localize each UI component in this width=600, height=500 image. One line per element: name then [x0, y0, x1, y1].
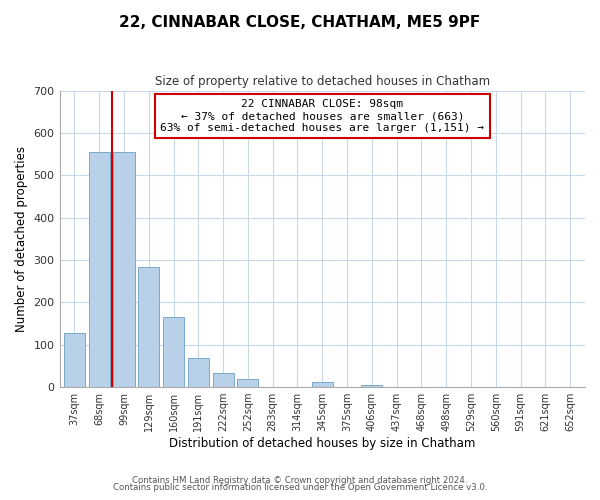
Title: Size of property relative to detached houses in Chatham: Size of property relative to detached ho…: [155, 75, 490, 88]
Bar: [64, 333, 85, 387]
Bar: [238, 379, 259, 387]
Text: 22, CINNABAR CLOSE, CHATHAM, ME5 9PF: 22, CINNABAR CLOSE, CHATHAM, ME5 9PF: [119, 15, 481, 30]
Text: Contains public sector information licensed under the Open Government Licence v3: Contains public sector information licen…: [113, 484, 487, 492]
Bar: [113, 152, 134, 387]
Bar: [361, 385, 382, 387]
Bar: [163, 317, 184, 387]
Bar: [212, 373, 233, 387]
Bar: [138, 267, 160, 387]
Bar: [89, 152, 110, 387]
Text: 22 CINNABAR CLOSE: 98sqm
← 37% of detached houses are smaller (663)
63% of semi-: 22 CINNABAR CLOSE: 98sqm ← 37% of detach…: [160, 100, 484, 132]
X-axis label: Distribution of detached houses by size in Chatham: Distribution of detached houses by size …: [169, 437, 475, 450]
Text: Contains HM Land Registry data © Crown copyright and database right 2024.: Contains HM Land Registry data © Crown c…: [132, 476, 468, 485]
Bar: [188, 358, 209, 387]
Bar: [312, 382, 333, 387]
Y-axis label: Number of detached properties: Number of detached properties: [15, 146, 28, 332]
